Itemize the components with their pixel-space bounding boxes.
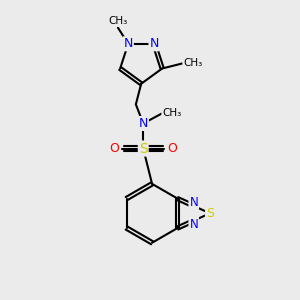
Text: N: N bbox=[139, 117, 148, 130]
Text: N: N bbox=[189, 196, 198, 209]
Text: N: N bbox=[189, 218, 198, 231]
Text: O: O bbox=[168, 142, 178, 155]
Text: CH₃: CH₃ bbox=[108, 16, 128, 26]
Text: S: S bbox=[206, 207, 214, 220]
Text: O: O bbox=[109, 142, 119, 155]
Text: CH₃: CH₃ bbox=[162, 108, 182, 118]
Text: N: N bbox=[124, 37, 133, 50]
Text: CH₃: CH₃ bbox=[183, 58, 202, 68]
Text: S: S bbox=[139, 142, 148, 155]
Text: N: N bbox=[149, 37, 159, 50]
